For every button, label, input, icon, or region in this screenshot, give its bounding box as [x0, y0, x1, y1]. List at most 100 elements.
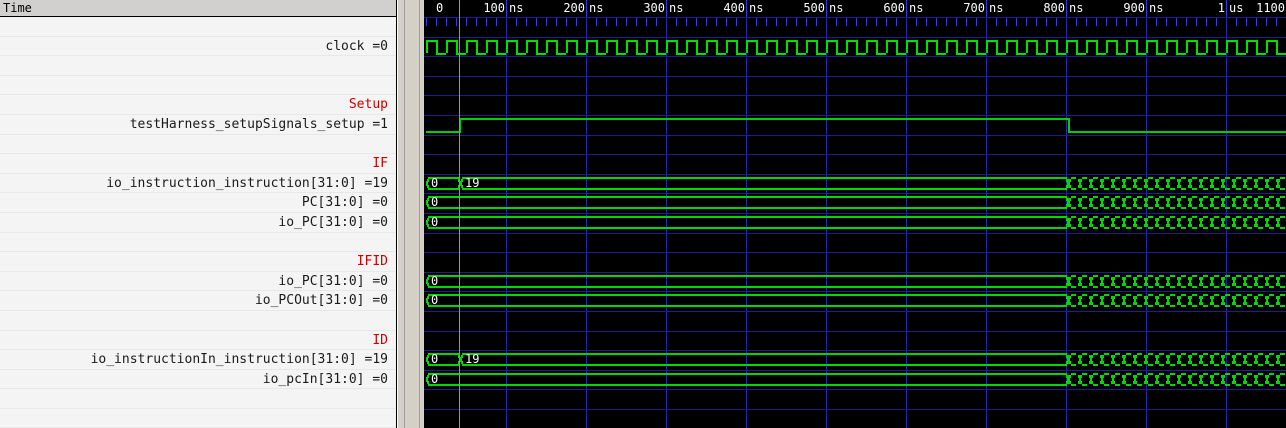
- : [1223, 355, 1225, 359]
- clock-falling-edge: [1076, 39, 1078, 53]
- bus-top-rail: [1082, 196, 1087, 199]
- : [1201, 224, 1203, 227]
- : [1189, 357, 1191, 363]
- bus-top-rail: [1159, 274, 1164, 277]
- : [1266, 376, 1268, 382]
- bus-bottom-rail: [1082, 305, 1087, 308]
- : [1124, 374, 1126, 378]
- : [1234, 276, 1236, 280]
- signal-name-row[interactable]: io_PCOut[31:0] =0: [0, 291, 396, 311]
- bus-transition-left: [426, 176, 433, 190]
- clock-rising-edge: [686, 39, 688, 53]
- bus-transition-x: [1219, 353, 1226, 366]
- vertical-scrollbar-track[interactable]: [404, 0, 420, 428]
- clock-low-level: [676, 52, 686, 55]
- ruler-minor-tick: [786, 18, 787, 26]
- bus-bottom-rail: [1093, 364, 1098, 367]
- timeline-ruler[interactable]: 0 100 ns 200 ns 300 ns 400 ns 500 ns 600 ns 700 ns 800 n…: [424, 0, 1286, 18]
- bus-transition-x: [1252, 353, 1259, 366]
- bus-bottom-rail: [429, 187, 457, 190]
- bus-transition-x: [1164, 216, 1171, 229]
- waveform-row-separator: [424, 193, 1286, 195]
- signal-name-row[interactable]: io_PC[31:0] =0: [0, 213, 396, 233]
- signal-group-header[interactable]: Setup: [0, 95, 396, 115]
- bus-bottom-rail: [1137, 364, 1142, 367]
- ruler-minor-tick: [546, 18, 547, 26]
- : [1111, 374, 1113, 378]
- time-cursor[interactable]: [459, 0, 460, 428]
- : [1234, 204, 1236, 208]
- : [1223, 361, 1225, 365]
- signal-name-row[interactable]: io_instructionIn_instruction[31:0] =19: [0, 350, 396, 370]
- bus-bottom-rail: [1280, 207, 1285, 210]
- signal-name-list[interactable]: clock =0 Setup testHarness_setupSignals_se…: [0, 17, 396, 428]
- ruler-minor-tick: [806, 18, 807, 26]
- : [1063, 176, 1067, 179]
- : [1256, 276, 1258, 280]
- : [1078, 361, 1080, 365]
- ruler-minor-tick: [576, 18, 577, 26]
- clock-high-level: [1026, 39, 1036, 42]
- bus-transition-x: [1230, 196, 1237, 209]
- : [1078, 218, 1080, 221]
- bus-bottom-rail: [1170, 285, 1175, 288]
- : [1102, 184, 1104, 188]
- bus-bottom-rail: [1181, 383, 1186, 386]
- : [1089, 276, 1091, 280]
- : [1256, 282, 1258, 286]
- signal-name-row[interactable]: testHarness_setupSignals_setup =1: [0, 115, 396, 135]
- bus-top-rail: [1192, 294, 1197, 297]
- signal-name-row[interactable]: io_PC[31:0] =0: [0, 272, 396, 292]
- : [1277, 357, 1279, 363]
- : [1066, 380, 1068, 384]
- bus-transition-left: [426, 372, 433, 386]
- : [1066, 296, 1068, 300]
- : [1146, 282, 1148, 286]
- : [428, 353, 431, 356]
- setup-low-level-before: [426, 131, 459, 133]
- bus-top-rail: [1104, 294, 1109, 297]
- : [1080, 178, 1082, 182]
- bus-top-rail: [1137, 216, 1142, 218]
- bus-top-rail: [1071, 176, 1076, 179]
- : [1124, 224, 1126, 227]
- bus-bottom-rail: [1082, 187, 1087, 190]
- : [1113, 218, 1115, 221]
- signal-group-header[interactable]: ID: [0, 331, 396, 351]
- bus-bottom-rail: [1071, 227, 1076, 229]
- : [1168, 282, 1170, 286]
- signal-group-header[interactable]: IF: [0, 154, 396, 174]
- : [1063, 353, 1067, 356]
- : [1212, 282, 1214, 286]
- : [1168, 374, 1170, 378]
- signal-names-panel[interactable]: Time clock =0 Setup testHarness_setupSigna…: [0, 0, 397, 428]
- waveform-canvas[interactable]: 0 100 ns 200 ns 300 ns 400 ns 500 ns 600 ns 700 ns 800 n…: [424, 0, 1286, 428]
- : [1210, 198, 1212, 202]
- : [1145, 220, 1147, 225]
- : [1189, 180, 1191, 186]
- bus-transition-x: [1068, 294, 1072, 307]
- signal-name-row[interactable]: PC[31:0] =0: [0, 193, 396, 213]
- bus-rapid-transition-region: [1068, 294, 1286, 308]
- : [1068, 180, 1070, 186]
- clock-high-level: [866, 39, 876, 42]
- ruler-tick-label: 200: [563, 1, 585, 15]
- signal-name-row[interactable]: clock =0: [0, 37, 396, 57]
- : [1124, 178, 1126, 182]
- signal-name-row[interactable]: io_pcIn[31:0] =0: [0, 370, 396, 390]
- bus-bottom-rail: [429, 383, 1065, 386]
- clock-rising-edge: [546, 39, 548, 53]
- panel-splitter-scrollbar[interactable]: [397, 0, 424, 428]
- : [427, 374, 429, 378]
- clock-falling-edge: [716, 39, 718, 53]
- bus-transition-x: [1208, 275, 1215, 288]
- : [1244, 357, 1246, 363]
- ruler-minor-tick: [676, 18, 677, 26]
- signal-group-header[interactable]: IFID: [0, 252, 396, 272]
- bus-top-rail: [1280, 216, 1285, 218]
- : [1201, 184, 1203, 188]
- : [1146, 224, 1148, 227]
- : [1254, 374, 1256, 378]
- : [1090, 376, 1092, 382]
- signal-name-row[interactable]: io_instruction_instruction[31:0] =19: [0, 174, 396, 194]
